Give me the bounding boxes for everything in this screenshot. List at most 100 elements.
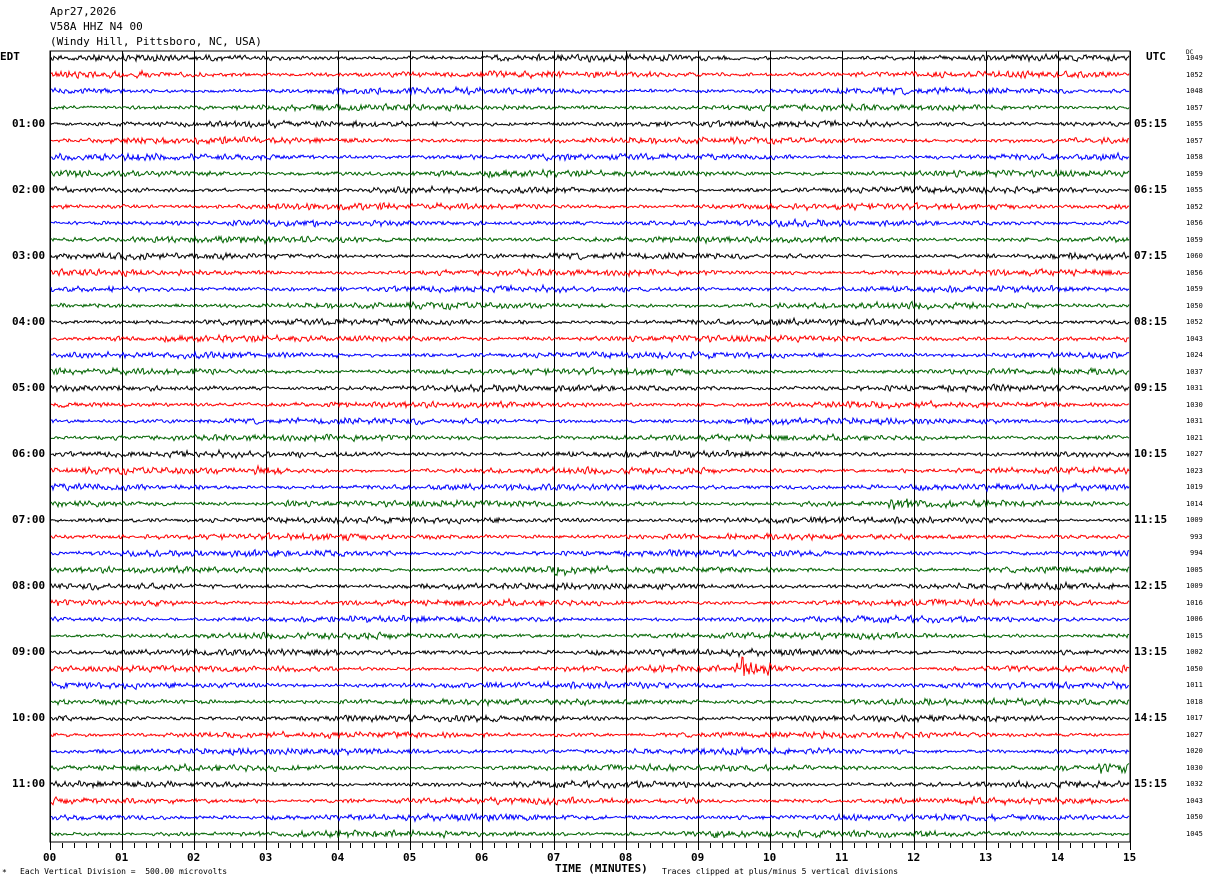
edt-hour-label: 09:00 — [12, 645, 46, 659]
dc-offset-value: 1037 — [1186, 367, 1203, 376]
edt-hour-label: 10:00 — [12, 711, 46, 725]
seismic-trace — [50, 614, 1130, 625]
x-tick-label: 00 — [43, 851, 57, 864]
x-tick-label: 10 — [763, 851, 777, 864]
edt-hour-label: 05:00 — [12, 381, 46, 395]
dc-offset-value: 1031 — [1186, 417, 1203, 426]
seismic-trace — [50, 267, 1130, 279]
dc-offset-value: 1056 — [1186, 219, 1203, 228]
seismic-trace — [50, 795, 1130, 807]
dc-offset-value: 1015 — [1186, 631, 1203, 640]
x-tick-label: 04 — [331, 851, 345, 864]
seismic-trace — [50, 679, 1130, 691]
seismic-trace — [50, 779, 1130, 790]
dc-offset-value: 1014 — [1186, 499, 1203, 508]
seismic-trace — [50, 366, 1130, 377]
seismic-trace — [50, 498, 1130, 510]
dc-offset-value: 1049 — [1186, 54, 1203, 62]
seismic-trace — [50, 729, 1130, 740]
utc-hour-label: 14:15 — [1134, 711, 1168, 725]
dc-offset-value: 1016 — [1186, 598, 1203, 607]
dc-offset-value: 1052 — [1186, 202, 1203, 211]
dc-offset-value: 1050 — [1186, 664, 1203, 673]
dc-offset-value: 1019 — [1186, 483, 1203, 492]
dc-offset-value: 1024 — [1186, 351, 1203, 360]
seismic-trace — [50, 630, 1130, 641]
edt-hour-label: 08:00 — [12, 579, 46, 593]
x-axis-label: TIME (MINUTES) — [555, 862, 648, 875]
dc-offset-value: 994 — [1190, 549, 1203, 558]
dc-offset-value: 1002 — [1186, 648, 1203, 657]
seismic-trace — [50, 151, 1130, 163]
utc-hour-label: 08:15 — [1134, 315, 1168, 329]
seismic-trace — [50, 234, 1130, 246]
seismic-trace — [50, 416, 1130, 427]
seismic-trace — [50, 482, 1130, 494]
seismic-trace — [50, 762, 1130, 775]
dc-offset-value: 1030 — [1186, 763, 1203, 772]
seismic-trace — [50, 102, 1130, 113]
dc-offset-value: 1009 — [1186, 516, 1203, 525]
plot-frame — [49, 50, 1131, 843]
seismic-trace — [50, 464, 1130, 476]
edt-hour-label: 01:00 — [12, 117, 46, 131]
x-tick-label: 07 — [547, 851, 561, 864]
seismic-trace — [50, 135, 1130, 146]
edt-hour-label: 06:00 — [12, 447, 46, 461]
station-code: V58A HHZ N4 00 — [50, 20, 143, 33]
edt-hour-label: 11:00 — [12, 777, 46, 791]
scale-note: Each Vertical Division = 500.00 microvol… — [20, 867, 228, 876]
dc-offset-value: 1009 — [1186, 582, 1203, 591]
utc-hour-label: 11:15 — [1134, 513, 1168, 527]
seismic-trace — [50, 696, 1130, 708]
x-tick-label: 09 — [691, 851, 705, 864]
seismic-trace — [50, 656, 1130, 676]
edt-hour-label: 07:00 — [12, 513, 46, 527]
dc-offset-value: 1055 — [1186, 186, 1203, 195]
dc-offset-value: 1048 — [1186, 87, 1203, 96]
dc-offset-value: 993 — [1190, 532, 1203, 541]
dc-offset-value: 1005 — [1186, 565, 1203, 574]
utc-hour-label: 05:15 — [1134, 117, 1168, 131]
clip-note: Traces clipped at plus/minus 5 vertical … — [662, 867, 899, 876]
dc-title: DC — [1186, 49, 1194, 56]
x-tick-label: 14 — [1051, 851, 1065, 864]
seismic-trace — [50, 300, 1130, 311]
seismic-trace — [50, 812, 1130, 823]
dc-offset-value: 1057 — [1186, 136, 1203, 145]
seismic-trace — [50, 399, 1130, 410]
dc-offset-value: 1006 — [1186, 615, 1203, 624]
utc-hour-label: 13:15 — [1134, 645, 1168, 659]
dc-offset-value: 1011 — [1186, 681, 1203, 690]
x-tick-label: 05 — [403, 851, 417, 864]
utc-hour-label: 10:15 — [1134, 447, 1168, 461]
seismic-trace — [50, 350, 1130, 361]
dc-offset-value: 1060 — [1186, 252, 1203, 261]
dc-offset-value: 1052 — [1186, 70, 1203, 79]
dc-offset-value: 1056 — [1186, 268, 1203, 277]
dc-offset-value: 1027 — [1186, 730, 1203, 739]
seismic-trace — [50, 201, 1130, 212]
x-tick-label: 08 — [619, 851, 633, 864]
x-tick-label: 11 — [835, 851, 849, 864]
x-tick-label: 01 — [115, 851, 129, 864]
utc-hour-label: 06:15 — [1134, 183, 1168, 197]
seismic-trace — [50, 647, 1130, 659]
seismic-trace — [50, 564, 1130, 577]
edt-hour-label: 04:00 — [12, 315, 46, 329]
utc-hour-label: 07:15 — [1134, 249, 1168, 263]
dc-offset-value: 1058 — [1186, 153, 1203, 162]
dc-offset-value: 1050 — [1186, 301, 1203, 310]
seismic-trace — [50, 531, 1130, 542]
seismic-trace — [50, 383, 1130, 394]
seismic-trace — [50, 597, 1130, 608]
seismic-trace — [50, 432, 1130, 443]
dc-offset-value: 1057 — [1186, 103, 1203, 112]
utc-axis-title: UTC — [1146, 50, 1166, 63]
dc-offset-value: 1017 — [1186, 714, 1203, 723]
dc-offset-value: 1020 — [1186, 747, 1203, 756]
seismic-trace — [50, 745, 1130, 757]
seismic-trace — [50, 52, 1130, 63]
seismic-trace — [50, 168, 1130, 179]
